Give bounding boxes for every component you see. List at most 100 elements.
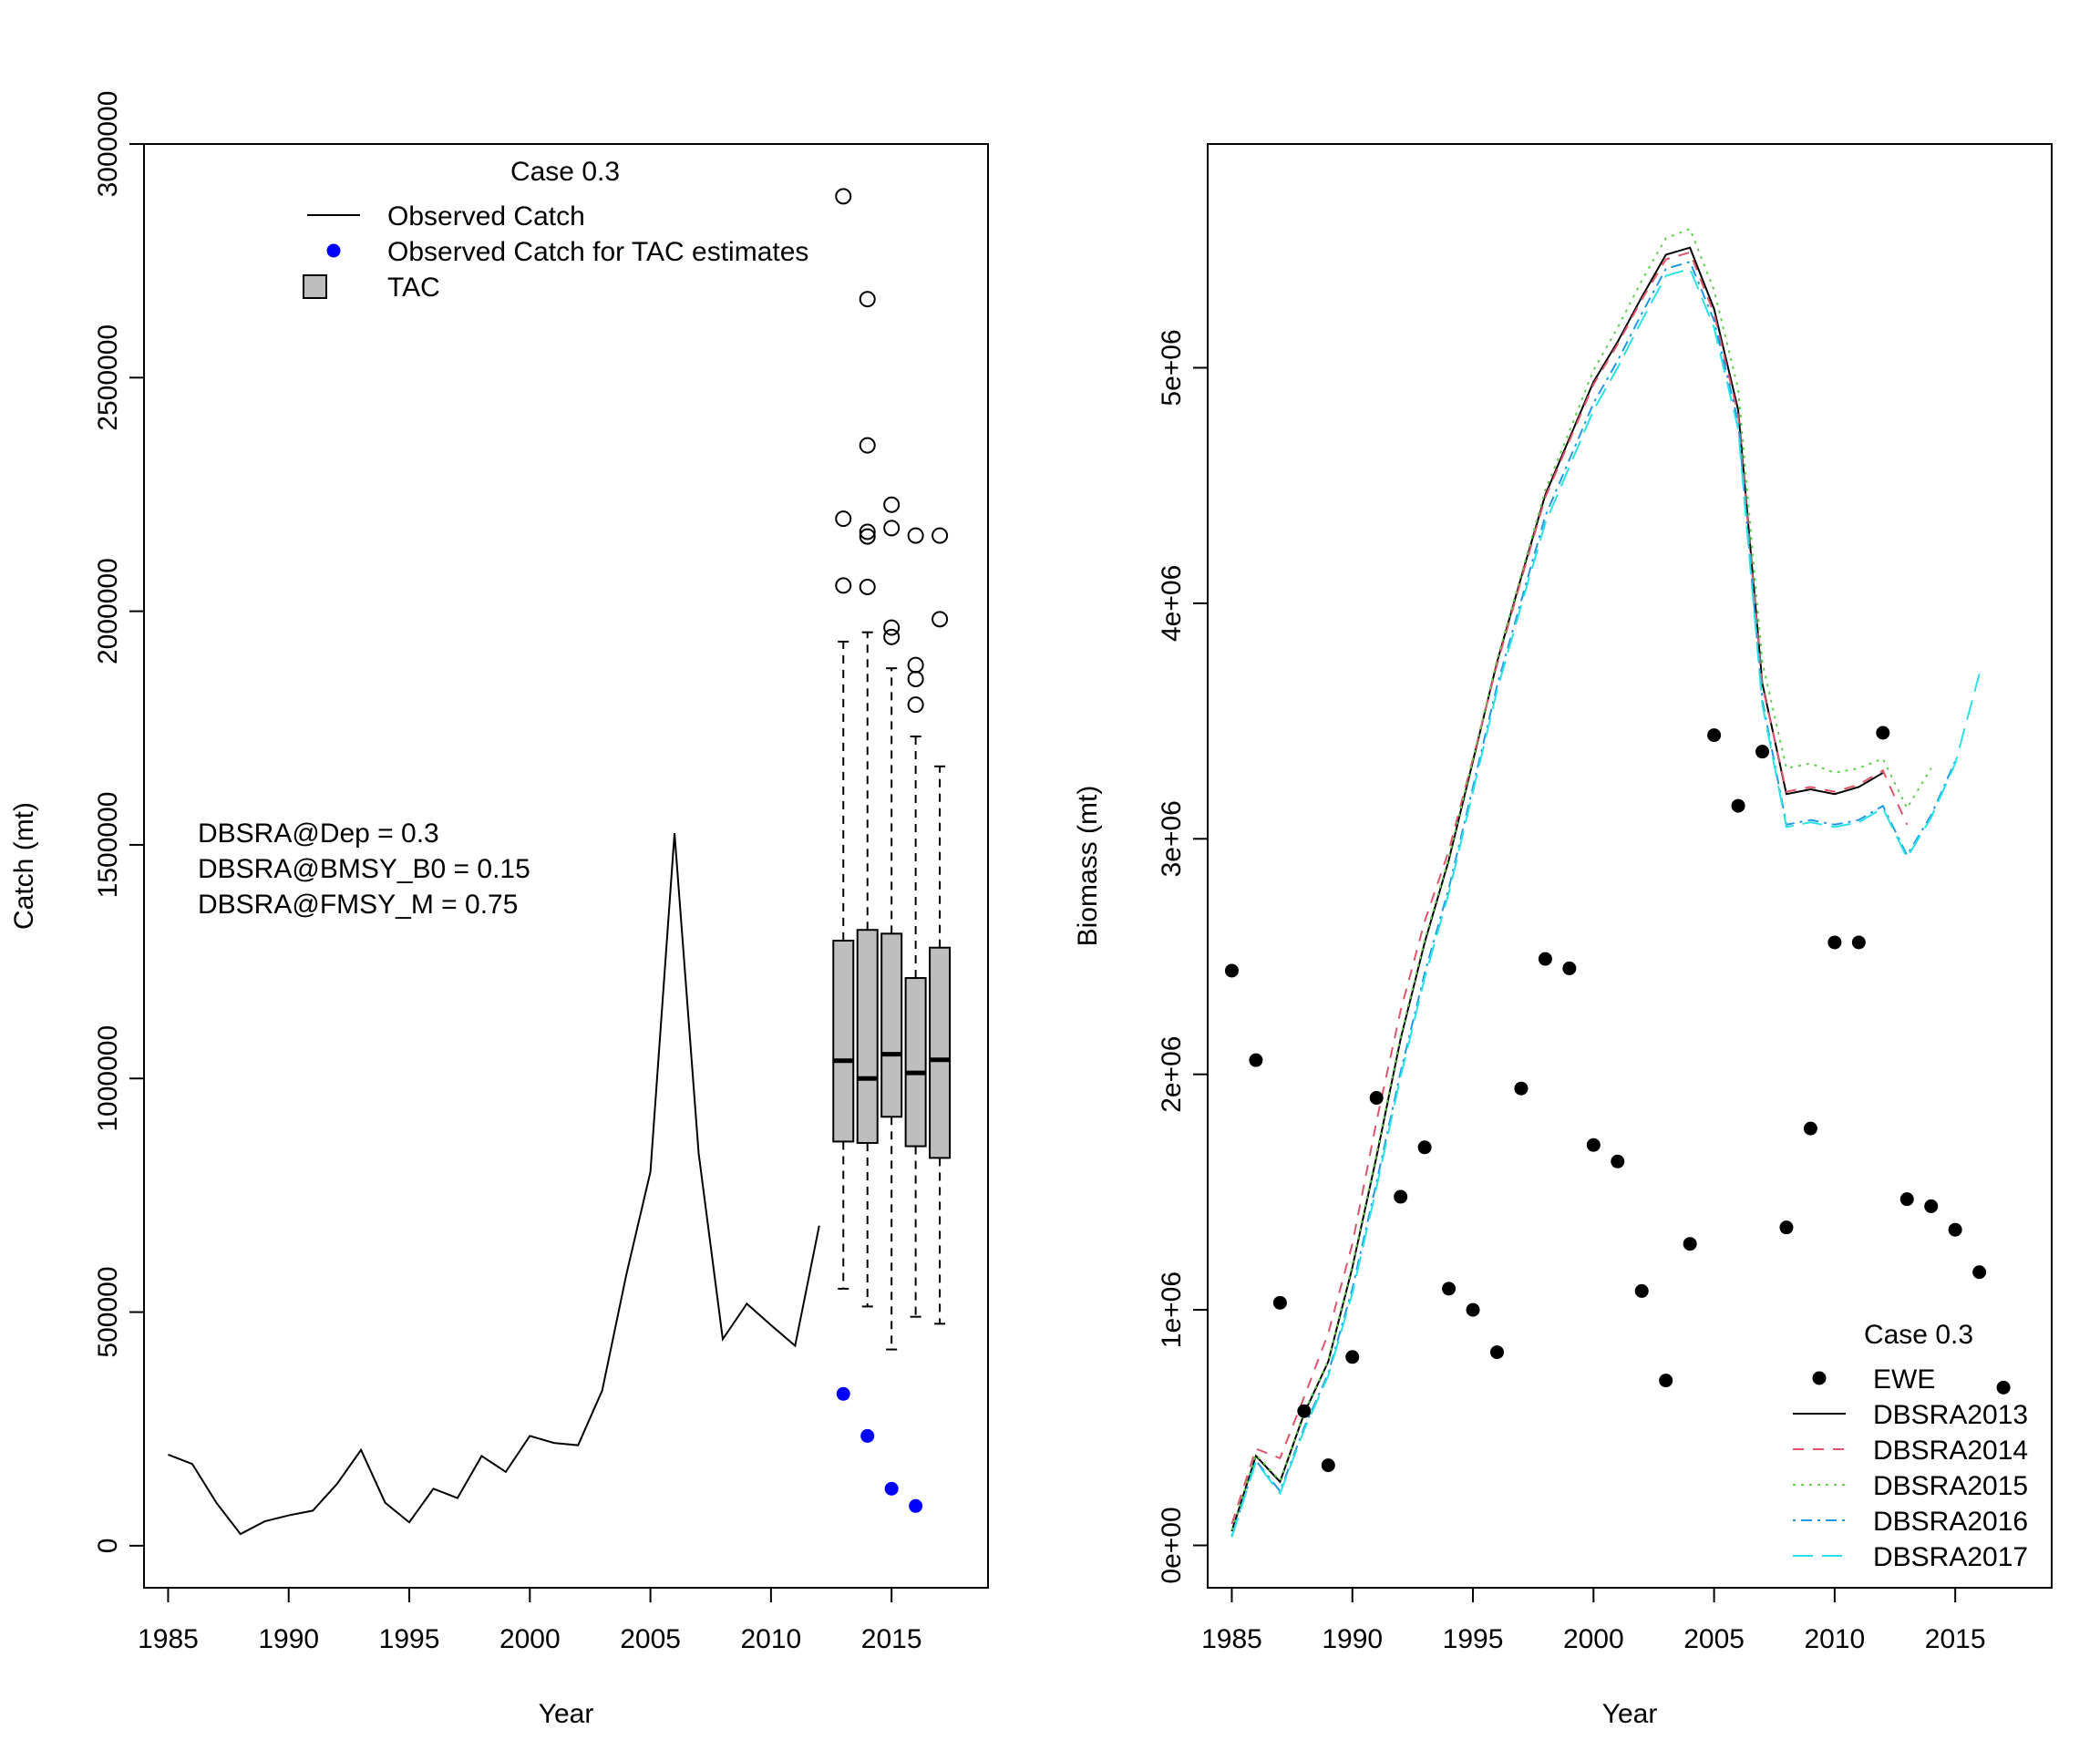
tac-outlier	[859, 528, 876, 545]
biomass-y-axis-title: Biomass (mt)	[1073, 786, 1103, 947]
biomass-legend-item-2016: DBSRA2016	[1873, 1507, 2028, 1537]
tac-outlier	[932, 527, 949, 544]
series-line-dbsra2016	[1230, 260, 1957, 1537]
series-line-dbsra2015	[1230, 227, 1932, 1530]
catch-y-tick-label: 1000000	[93, 1025, 123, 1132]
tac-boxplots	[832, 188, 952, 1351]
tac-box	[904, 977, 927, 1148]
ewe-point	[1755, 745, 1770, 759]
biomass-legend-item-2017: DBSRA2017	[1873, 1542, 2028, 1572]
biomass-x-axis-title: Year	[1602, 1699, 1658, 1729]
biomass-y-axis: 0e+00 1e+06 2e+06 3e+06 4e+06 5e+06	[1157, 329, 1209, 1584]
biomass-y-tick-label: 0e+00	[1157, 1507, 1187, 1583]
catch-y-tick-label: 3000000	[93, 91, 123, 198]
ewe-point	[1611, 1154, 1625, 1168]
catch-x-tick-label: 2010	[741, 1624, 802, 1654]
catch-annotations: DBSRA@Dep = 0.3 DBSRA@BMSY_B0 = 0.15 DBS…	[198, 818, 530, 920]
dbsra-series-lines	[1230, 227, 1981, 1538]
annotation-fmsy-m: DBSRA@FMSY_M = 0.75	[198, 890, 518, 920]
biomass-x-tick-label: 2000	[1563, 1624, 1624, 1654]
biomass-legend-item-2015: DBSRA2015	[1873, 1471, 2028, 1501]
ewe-point	[1417, 1140, 1432, 1155]
catch-y-axis-title: Catch (mt)	[9, 802, 39, 930]
series-line-dbsra2017	[1230, 267, 1981, 1538]
tac-catch-point	[860, 1428, 875, 1443]
catch-y-tick-label: 1500000	[93, 792, 123, 899]
tac-box	[929, 946, 952, 1159]
biomass-legend-item-2013: DBSRA2013	[1873, 1400, 2028, 1430]
ewe-point	[1466, 1302, 1480, 1317]
series-line-dbsra2014	[1230, 251, 1909, 1525]
tac-outlier	[835, 510, 852, 528]
ewe-point	[1538, 952, 1552, 966]
ewe-point	[1779, 1220, 1794, 1235]
catch-legend: Case 0.3 Observed Catch Observed Catch f…	[303, 157, 808, 303]
catch-panel: 1985 1990 1995 2000 2005 2010 2015 0 500000 1000…	[9, 91, 989, 1729]
tac-catch-points	[836, 1386, 923, 1513]
catch-legend-box-key	[303, 274, 327, 299]
ewe-point	[1899, 1192, 1914, 1207]
tac-outlier	[883, 619, 901, 636]
catch-legend-point-key	[326, 243, 341, 258]
biomass-x-axis: 1985 1990 1995 2000 2005 2010 2015	[1201, 1587, 1986, 1654]
catch-x-tick-label: 2000	[499, 1624, 561, 1654]
ewe-point	[1562, 961, 1577, 975]
ewe-point	[1345, 1350, 1360, 1364]
ewe-point	[1851, 935, 1866, 950]
tac-outlier	[907, 656, 924, 674]
catch-x-axis: 1985 1990 1995 2000 2005 2010 2015	[138, 1587, 922, 1654]
biomass-x-tick-label: 1985	[1201, 1624, 1262, 1654]
ewe-point	[1224, 963, 1239, 978]
biomass-y-tick-label: 5e+06	[1157, 329, 1187, 406]
catch-x-tick-label: 1990	[258, 1624, 319, 1654]
catch-x-tick-label: 1995	[379, 1624, 440, 1654]
biomass-y-tick-label: 2e+06	[1157, 1036, 1187, 1113]
catch-legend-item-observed: Observed Catch	[387, 201, 585, 232]
catch-legend-title: Case 0.3	[510, 157, 620, 187]
biomass-panel: 1985 1990 1995 2000 2005 2010 2015 0e+00 1e+06 2…	[1073, 143, 2053, 1729]
biomass-legend: Case 0.3 EWE DBSRA2013 DBSRA2014 DBSRA20…	[1793, 1320, 2028, 1572]
catch-y-tick-label: 2500000	[93, 324, 123, 431]
ewe-point	[1369, 1091, 1384, 1106]
catch-x-tick-label: 2005	[620, 1624, 681, 1654]
tac-outlier	[859, 523, 876, 540]
ewe-point	[1707, 728, 1722, 743]
observed-catch-line	[168, 833, 820, 1536]
ewe-point	[1803, 1121, 1817, 1136]
tac-outlier	[859, 291, 876, 308]
biomass-legend-ewe-key	[1812, 1371, 1827, 1385]
ewe-point	[1731, 798, 1745, 813]
tac-catch-point	[836, 1386, 850, 1401]
ewe-point	[1321, 1458, 1335, 1473]
tac-outlier	[859, 437, 876, 454]
catch-x-axis-title: Year	[539, 1699, 594, 1729]
ewe-points	[1224, 726, 2011, 1473]
biomass-x-tick-label: 2010	[1805, 1624, 1866, 1654]
tac-box	[856, 929, 879, 1144]
ewe-point	[1489, 1345, 1504, 1360]
tac-outlier	[883, 496, 901, 513]
biomass-y-tick-label: 3e+06	[1157, 800, 1187, 877]
tac-outlier	[932, 611, 949, 628]
tac-outlier	[907, 527, 924, 544]
tac-outlier	[883, 628, 901, 645]
ewe-point	[1972, 1265, 1987, 1280]
catch-legend-item-tac: TAC	[387, 273, 440, 303]
ewe-point	[1297, 1404, 1312, 1418]
ewe-point	[1996, 1380, 2011, 1395]
ewe-point	[1683, 1237, 1697, 1251]
ewe-point	[1948, 1222, 1962, 1237]
biomass-x-tick-label: 2005	[1683, 1624, 1745, 1654]
tac-outlier	[835, 188, 852, 205]
ewe-point	[1272, 1295, 1287, 1310]
ewe-point	[1876, 726, 1890, 740]
annotation-bmsy-b0: DBSRA@BMSY_B0 = 0.15	[198, 854, 530, 884]
ewe-point	[1924, 1199, 1939, 1213]
tac-catch-point	[884, 1481, 899, 1496]
ewe-point	[1659, 1374, 1673, 1388]
ewe-point	[1827, 935, 1842, 950]
tac-catch-point	[909, 1498, 923, 1513]
tac-box	[880, 932, 903, 1118]
biomass-legend-title: Case 0.3	[1864, 1320, 1973, 1350]
ewe-point	[1514, 1081, 1529, 1096]
